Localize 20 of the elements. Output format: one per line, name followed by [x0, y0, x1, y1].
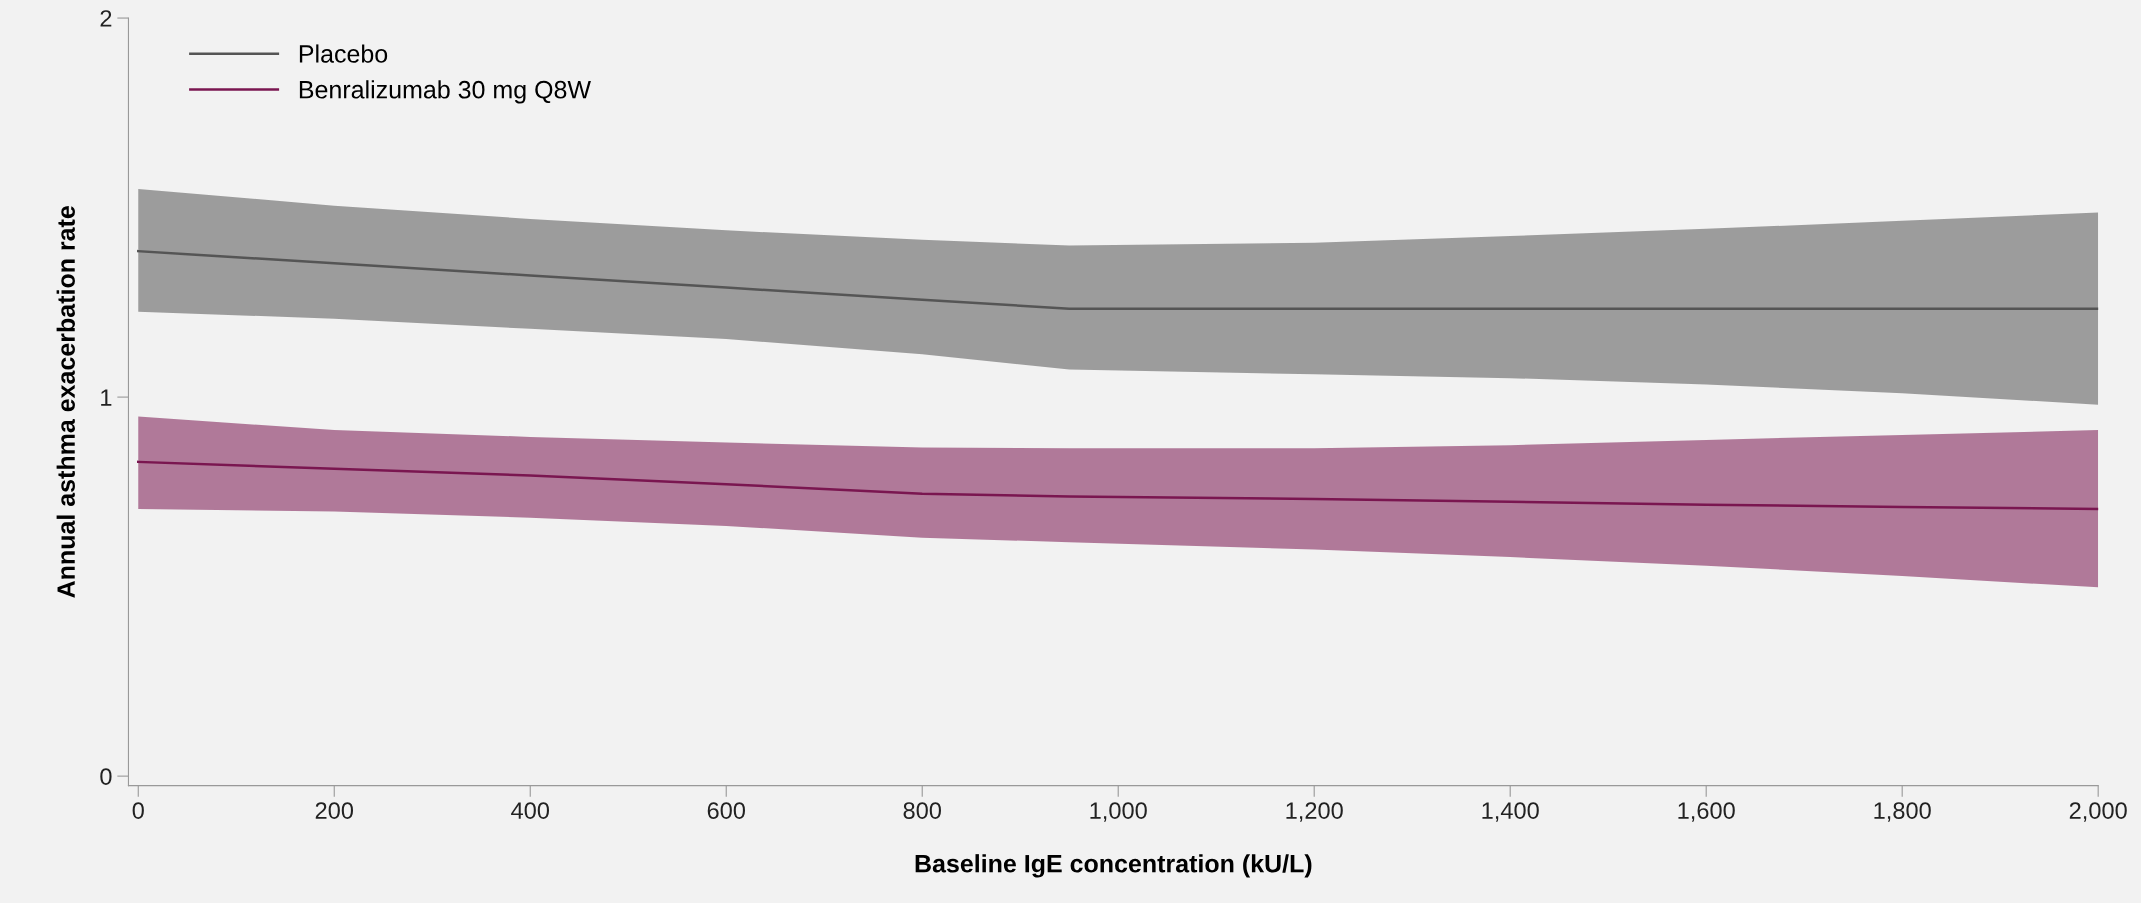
x-tick-label: 400: [511, 802, 550, 819]
legend-label: Benralizumab 30 mg Q8W: [299, 80, 591, 104]
y-tick-label: 0: [100, 768, 112, 785]
x-tick-label: 2,000: [2069, 802, 2127, 822]
x-tick-label: 1,400: [1482, 802, 1539, 822]
x-tick-label: 1,200: [1286, 802, 1343, 822]
x-tick-label: 1,600: [1678, 802, 1735, 822]
x-tick-label: 1,800: [1874, 802, 1931, 822]
y-tick-label: 2: [100, 10, 112, 27]
x-tick-label: 200: [315, 802, 354, 819]
x-tick-label: 0: [132, 802, 144, 819]
x-tick-label: 600: [707, 802, 746, 819]
y-axis-title: Annual asthma exacerbation rate: [56, 206, 75, 598]
y-tick-label: 1: [101, 389, 112, 406]
line-series: [137, 249, 2099, 311]
x-tick-label: 800: [903, 802, 941, 819]
x-tick-label: 1,000: [1090, 802, 1147, 822]
x-axis-title: Baseline IgE concentration (kU/L): [915, 854, 1312, 878]
line-series: [137, 460, 2099, 511]
legend-label: Placebo: [299, 44, 388, 63]
